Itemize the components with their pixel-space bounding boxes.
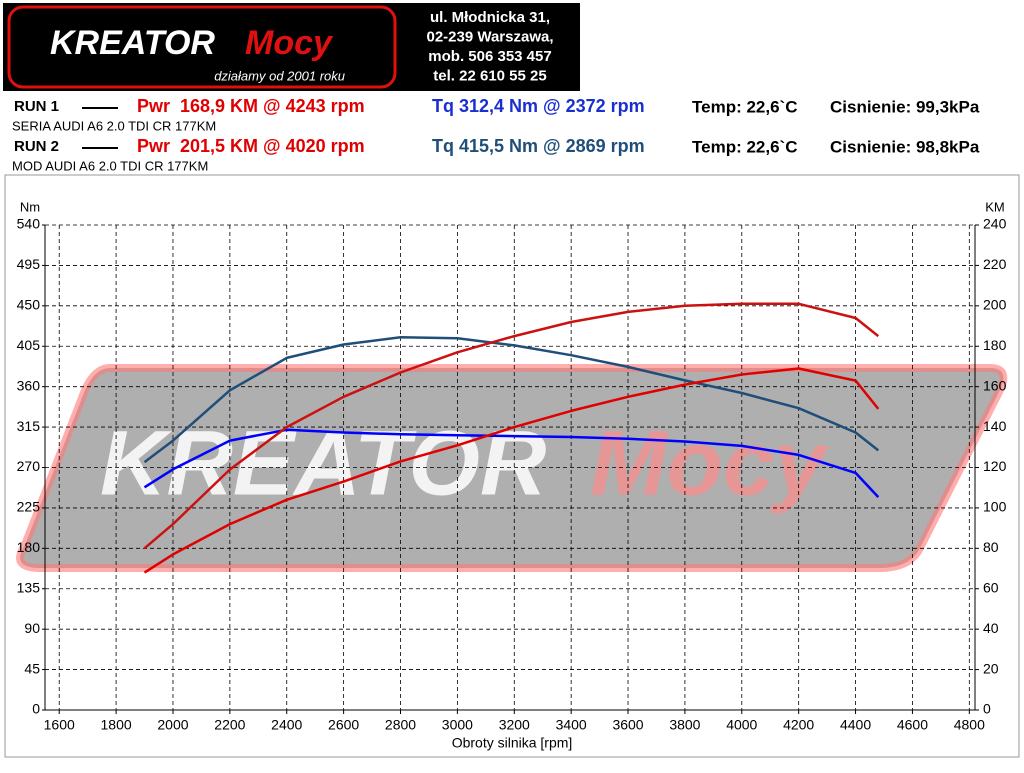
run-temp: Temp: 22,6`C — [692, 137, 798, 156]
series-line — [143, 336, 880, 464]
logo-text: KREATOR — [50, 24, 215, 62]
y-tick-label: 315 — [17, 418, 41, 434]
x-tick-label: 2600 — [328, 717, 359, 733]
y2-tick-label: 60 — [983, 579, 999, 595]
y2-tick-label: 100 — [983, 499, 1007, 515]
run-torque: Tq 415,5 Nm @ 2869 rpm — [432, 136, 645, 156]
y-tick-label: 90 — [24, 620, 40, 636]
x-axis-title: Obroty silnika [rpm] — [452, 735, 573, 751]
x-tick-label: 4600 — [897, 717, 928, 733]
y-tick-label: 180 — [17, 539, 41, 555]
y2-tick-label: 200 — [983, 297, 1007, 313]
y2-tick-label: 20 — [983, 660, 999, 676]
y2-tick-label: 40 — [983, 620, 999, 636]
series-line — [143, 428, 880, 498]
y-axis-title: Nm — [20, 199, 40, 214]
run-description: MOD AUDI A6 2.0 TDI CR 177KM — [12, 158, 208, 173]
run-power: Pwr 201,5 KM @ 4020 rpm — [137, 136, 365, 156]
y2-tick-label: 240 — [983, 216, 1007, 232]
y-tick-label: 0 — [32, 701, 40, 717]
x-tick-label: 1800 — [101, 717, 132, 733]
address-line: mob. 506 353 457 — [428, 48, 551, 65]
x-tick-label: 4000 — [726, 717, 757, 733]
y-tick-label: 540 — [17, 216, 41, 232]
x-tick-label: 2800 — [385, 717, 416, 733]
y2-tick-label: 0 — [983, 701, 991, 717]
y-tick-label: 270 — [17, 458, 41, 474]
chart-frame — [4, 174, 1020, 758]
series-line — [143, 367, 880, 574]
x-tick-label: 3800 — [669, 717, 700, 733]
y-tick-label: 405 — [17, 337, 41, 353]
x-tick-label: 1600 — [44, 717, 75, 733]
y-tick-label: 45 — [24, 660, 40, 676]
run-label: RUN 1 — [14, 98, 59, 115]
logo-text: Mocy — [245, 24, 334, 62]
y2-tick-label: 220 — [983, 256, 1007, 272]
x-tick-label: 4200 — [783, 717, 814, 733]
y2-tick-label: 80 — [983, 539, 999, 555]
y-tick-label: 225 — [17, 499, 41, 515]
logo-frame — [7, 5, 397, 89]
y2-tick-label: 140 — [983, 418, 1007, 434]
run-label: RUN 2 — [14, 138, 59, 155]
y-tick-label: 135 — [17, 579, 41, 595]
x-tick-label: 3000 — [442, 717, 473, 733]
y-tick-label: 450 — [17, 297, 41, 313]
address: ul. Młodnicka 31, 02-239 Warszawa, mob. 50… — [426, 9, 553, 85]
x-tick-label: 4400 — [840, 717, 871, 733]
y2-tick-label: 160 — [983, 377, 1007, 393]
run-torque: Tq 312,4 Nm @ 2372 rpm — [432, 96, 645, 116]
plot: 0 45 90 135 180 225 270 315 360 405 450 495 540 0 20 40… — [17, 216, 1007, 733]
run-info: RUN 1 SERIA AUDI A6 2.0 TDI CR 177KM Pwr 1… — [12, 96, 980, 174]
y2-tick-label: 180 — [983, 337, 1007, 353]
y2-tick-label: 120 — [983, 458, 1007, 474]
address-line: ul. Młodnicka 31, — [430, 9, 550, 26]
y-tick-label: 495 — [17, 256, 41, 272]
run-description: SERIA AUDI A6 2.0 TDI CR 177KM — [12, 118, 216, 133]
address-line: tel. 22 610 55 25 — [433, 67, 546, 84]
y-tick-label: 360 — [17, 377, 41, 393]
x-tick-label: 2400 — [271, 717, 302, 733]
x-tick-label: 4800 — [954, 717, 985, 733]
address-line: 02-239 Warszawa, — [426, 28, 553, 45]
series-line — [143, 302, 880, 550]
watermark-text: KREATOR — [100, 412, 546, 514]
x-tick-label: 2000 — [157, 717, 188, 733]
x-tick-label: 3200 — [499, 717, 530, 733]
run-pressure: Cisnienie: 98,8kPa — [830, 137, 980, 156]
y2-axis-title: KM — [985, 199, 1005, 214]
run-pressure: Cisnienie: 99,3kPa — [830, 97, 980, 116]
watermark-shape — [16, 364, 1008, 572]
x-tick-label: 3400 — [556, 717, 587, 733]
logo-slogan: działamy od 2001 roku — [214, 68, 345, 83]
run-temp: Temp: 22,6`C — [692, 97, 798, 116]
x-tick-label: 2200 — [214, 717, 245, 733]
run-power: Pwr 168,9 KM @ 4243 rpm — [137, 96, 365, 116]
x-tick-label: 3600 — [612, 717, 643, 733]
watermark: KREATOR Mocy — [16, 364, 1008, 572]
watermark-text: Mocy — [590, 412, 829, 514]
